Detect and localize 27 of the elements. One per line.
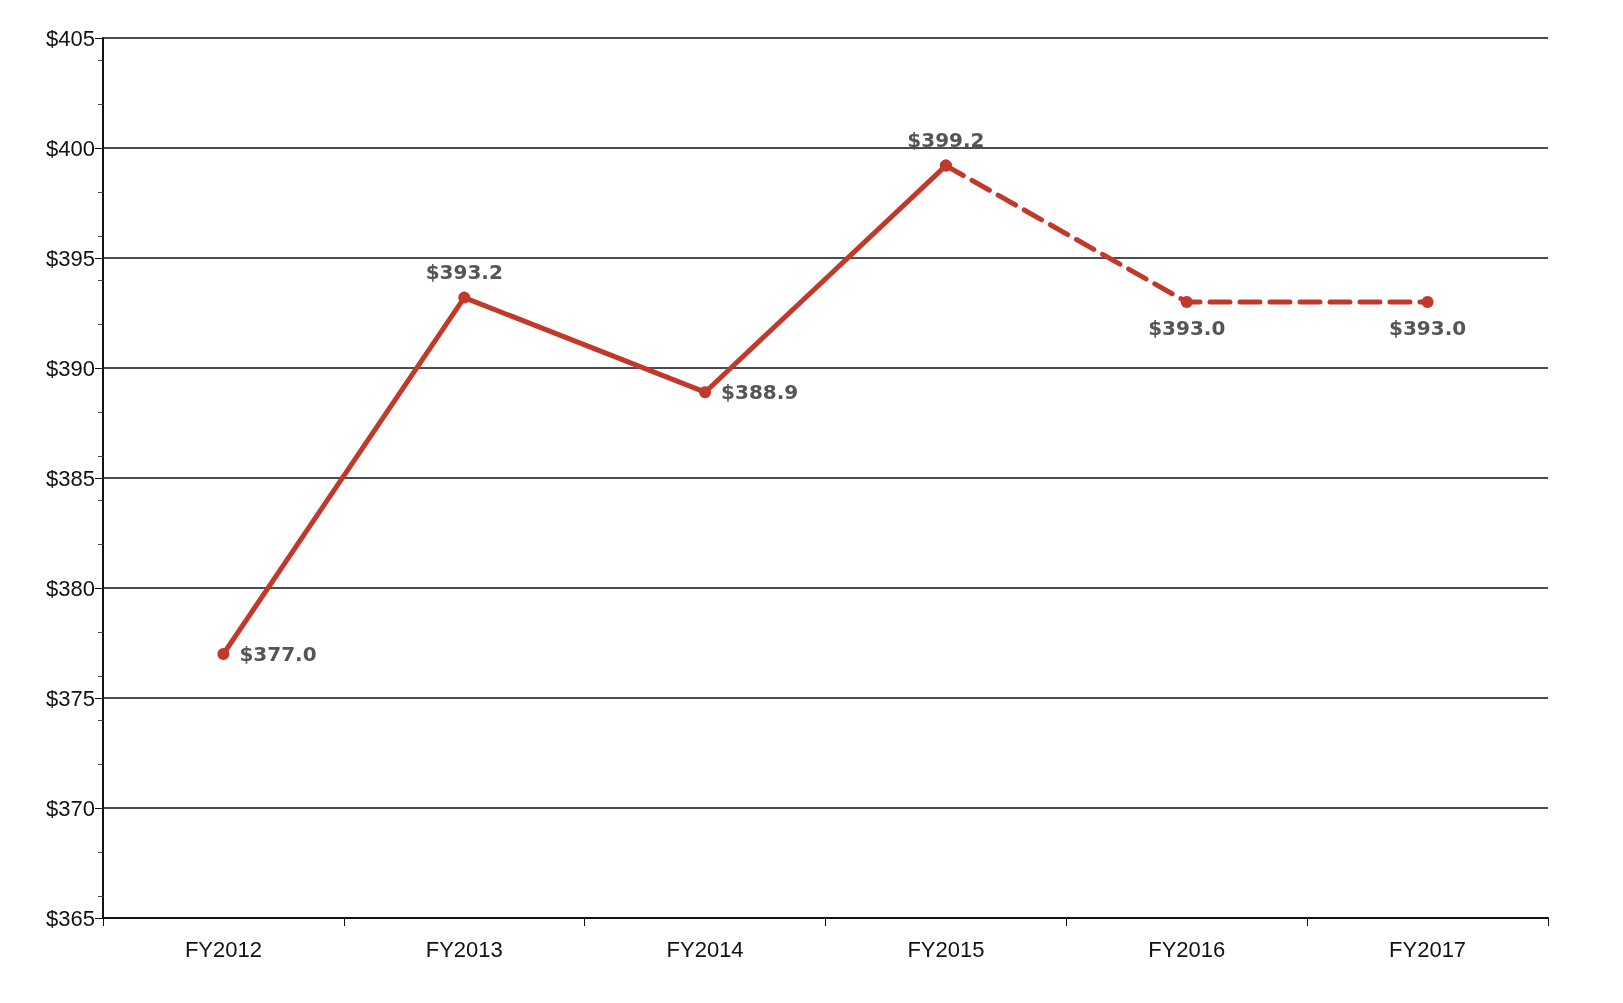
data-label: $399.2 [907, 127, 985, 152]
x-tick-label: FY2017 [1389, 936, 1467, 962]
y-tick-label: $400 [46, 135, 95, 161]
data-label: $393.0 [1388, 316, 1467, 340]
y-tick-label: $385 [46, 465, 95, 491]
point [939, 159, 952, 172]
y-tick-label: $375 [46, 685, 95, 711]
x-tick-label: FY2013 [425, 936, 503, 962]
data-label: $388.9 [721, 380, 799, 405]
data-label: $393.2 [425, 259, 503, 284]
y-tick-label: $370 [46, 795, 95, 821]
x-tick-label: FY2016 [1148, 936, 1226, 962]
x-tick-label: FY2015 [907, 936, 985, 962]
x-tick-label: FY2014 [666, 936, 744, 962]
y-tick-label: $395 [46, 245, 95, 271]
y-tick-label: $365 [46, 905, 95, 931]
y-tick-label: $380 [46, 575, 95, 601]
x-tick-label: FY2012 [184, 936, 262, 962]
point [699, 386, 712, 399]
point [1421, 296, 1434, 308]
point [458, 291, 471, 304]
point [1180, 296, 1193, 308]
y-tick-label: $390 [46, 355, 95, 381]
point [217, 648, 230, 660]
y-tick-label: $405 [46, 25, 95, 51]
data-label: $377.0 [239, 642, 317, 666]
data-label: $393.0 [1148, 316, 1226, 340]
